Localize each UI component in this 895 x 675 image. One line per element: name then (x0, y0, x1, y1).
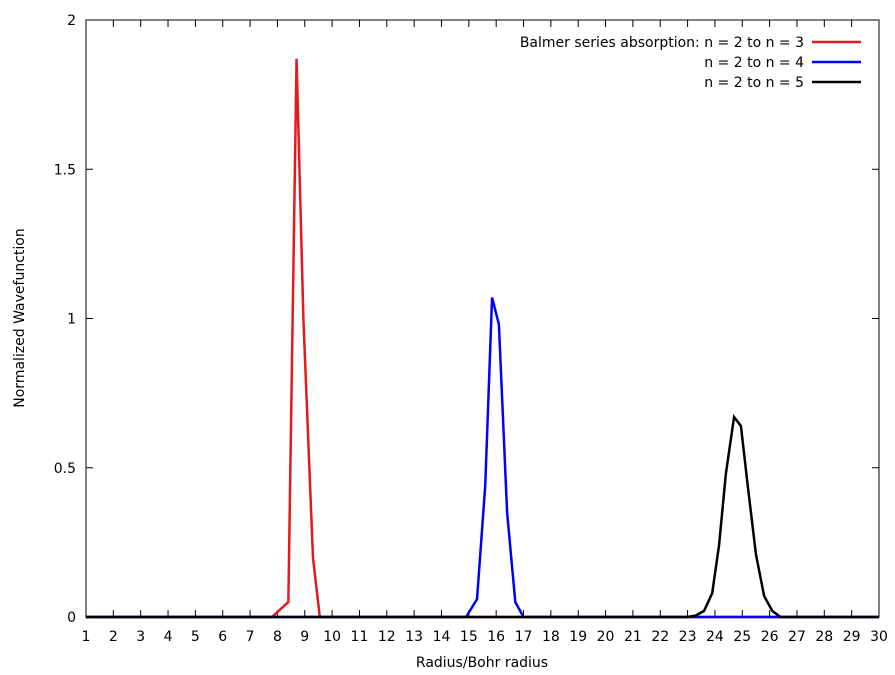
x-tick-label: 15 (460, 629, 478, 645)
series-line-3 (86, 413, 879, 619)
x-tick-label: 20 (597, 629, 615, 645)
y-axis-title: Normalized Wavefunction (12, 228, 28, 407)
x-tick-label: 4 (164, 629, 173, 645)
x-tick-label: 25 (733, 629, 751, 645)
legend-label: n = 2 to n = 4 (704, 55, 804, 71)
y-axis-ticks: 0 0.5 1 1.5 2 (54, 13, 879, 626)
x-tick-label: 17 (515, 629, 533, 645)
y-tick-label: 1.5 (54, 162, 76, 178)
y-tick-label: 2 (67, 13, 76, 29)
x-tick-label: 30 (870, 629, 888, 645)
x-tick-label: 5 (191, 629, 200, 645)
legend: Balmer series absorption: n = 2 to n = 3… (520, 35, 861, 91)
x-tick-label: 3 (136, 629, 145, 645)
x-tick-label: 23 (679, 629, 697, 645)
x-tick-label: 28 (815, 629, 833, 645)
x-tick-label: 8 (273, 629, 282, 645)
x-tick-label: 10 (323, 629, 341, 645)
x-tick-label: 24 (706, 629, 724, 645)
series-line-1 (86, 58, 879, 619)
x-tick-label: 12 (378, 629, 396, 645)
series-lines (86, 58, 879, 619)
x-tick-label: 16 (487, 629, 505, 645)
y-tick-label: 1 (67, 312, 76, 328)
x-tick-label: 19 (569, 629, 587, 645)
x-tick-label: 21 (624, 629, 642, 645)
y-tick-label: 0.5 (54, 461, 76, 477)
x-tick-label: 6 (218, 629, 227, 645)
legend-label: Balmer series absorption: n = 2 to n = 3 (520, 35, 804, 51)
series-line-2 (86, 297, 879, 619)
x-tick-label: 14 (433, 629, 451, 645)
x-axis-ticks: 1 2 3 4 5 6 7 8 9 10 11 12 13 14 15 16 17 18 19 20 21 22 23 24 2… (82, 20, 888, 645)
x-tick-label: 11 (351, 629, 369, 645)
x-tick-label: 18 (542, 629, 560, 645)
legend-label: n = 2 to n = 5 (704, 75, 804, 91)
x-tick-label: 1 (82, 629, 91, 645)
x-tick-label: 26 (761, 629, 779, 645)
x-tick-label: 7 (246, 629, 255, 645)
x-tick-label: 22 (651, 629, 669, 645)
x-axis-title: Radius/Bohr radius (416, 655, 548, 671)
x-tick-label: 29 (843, 629, 861, 645)
x-tick-label: 9 (300, 629, 309, 645)
x-tick-label: 2 (109, 629, 118, 645)
y-tick-label: 0 (67, 610, 76, 626)
x-tick-label: 13 (405, 629, 423, 645)
x-tick-label: 27 (788, 629, 806, 645)
